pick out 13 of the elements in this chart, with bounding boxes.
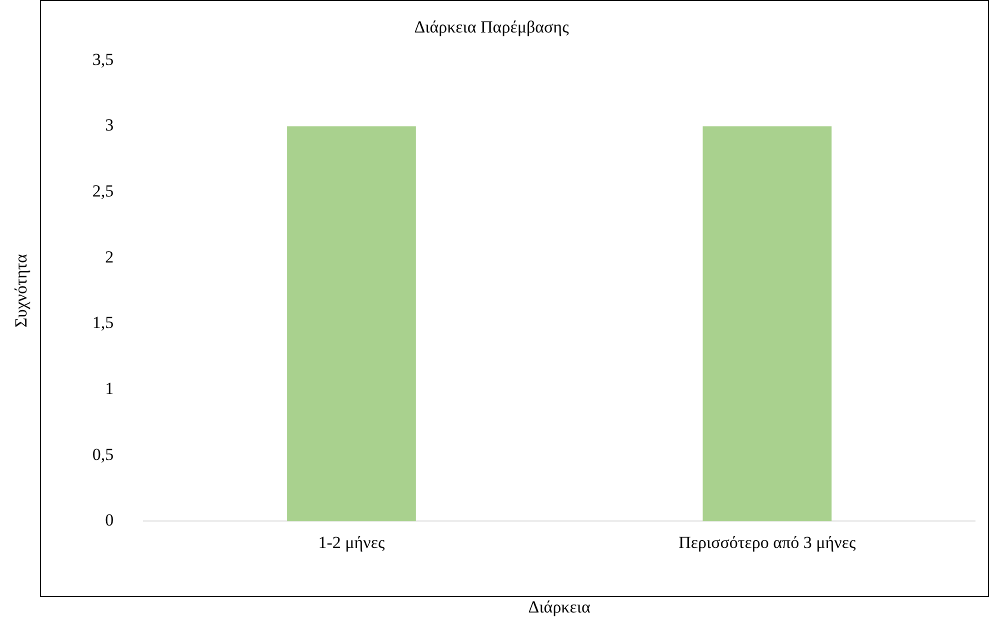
y-tick-label: 3 [105,116,114,135]
y-tick-label: 3,5 [92,50,114,69]
y-tick-label: 1 [105,379,114,398]
chart-title: Διάρκεια Παρέμβασης [414,18,570,37]
y-tick-label: 2 [105,247,114,266]
y-axis-title: Συχνότητα [12,254,31,328]
x-tick-label: Περισσότερο από 3 μήνες [678,532,856,552]
x-axis-title: Διάρκεια [528,597,590,616]
y-tick-label: 1,5 [92,313,114,332]
x-tick-label: 1-2 μήνες [318,532,385,552]
y-tick-label: 0,5 [92,444,114,464]
y-tick-label: 0 [105,510,114,530]
y-tick-label: 2,5 [92,182,114,201]
